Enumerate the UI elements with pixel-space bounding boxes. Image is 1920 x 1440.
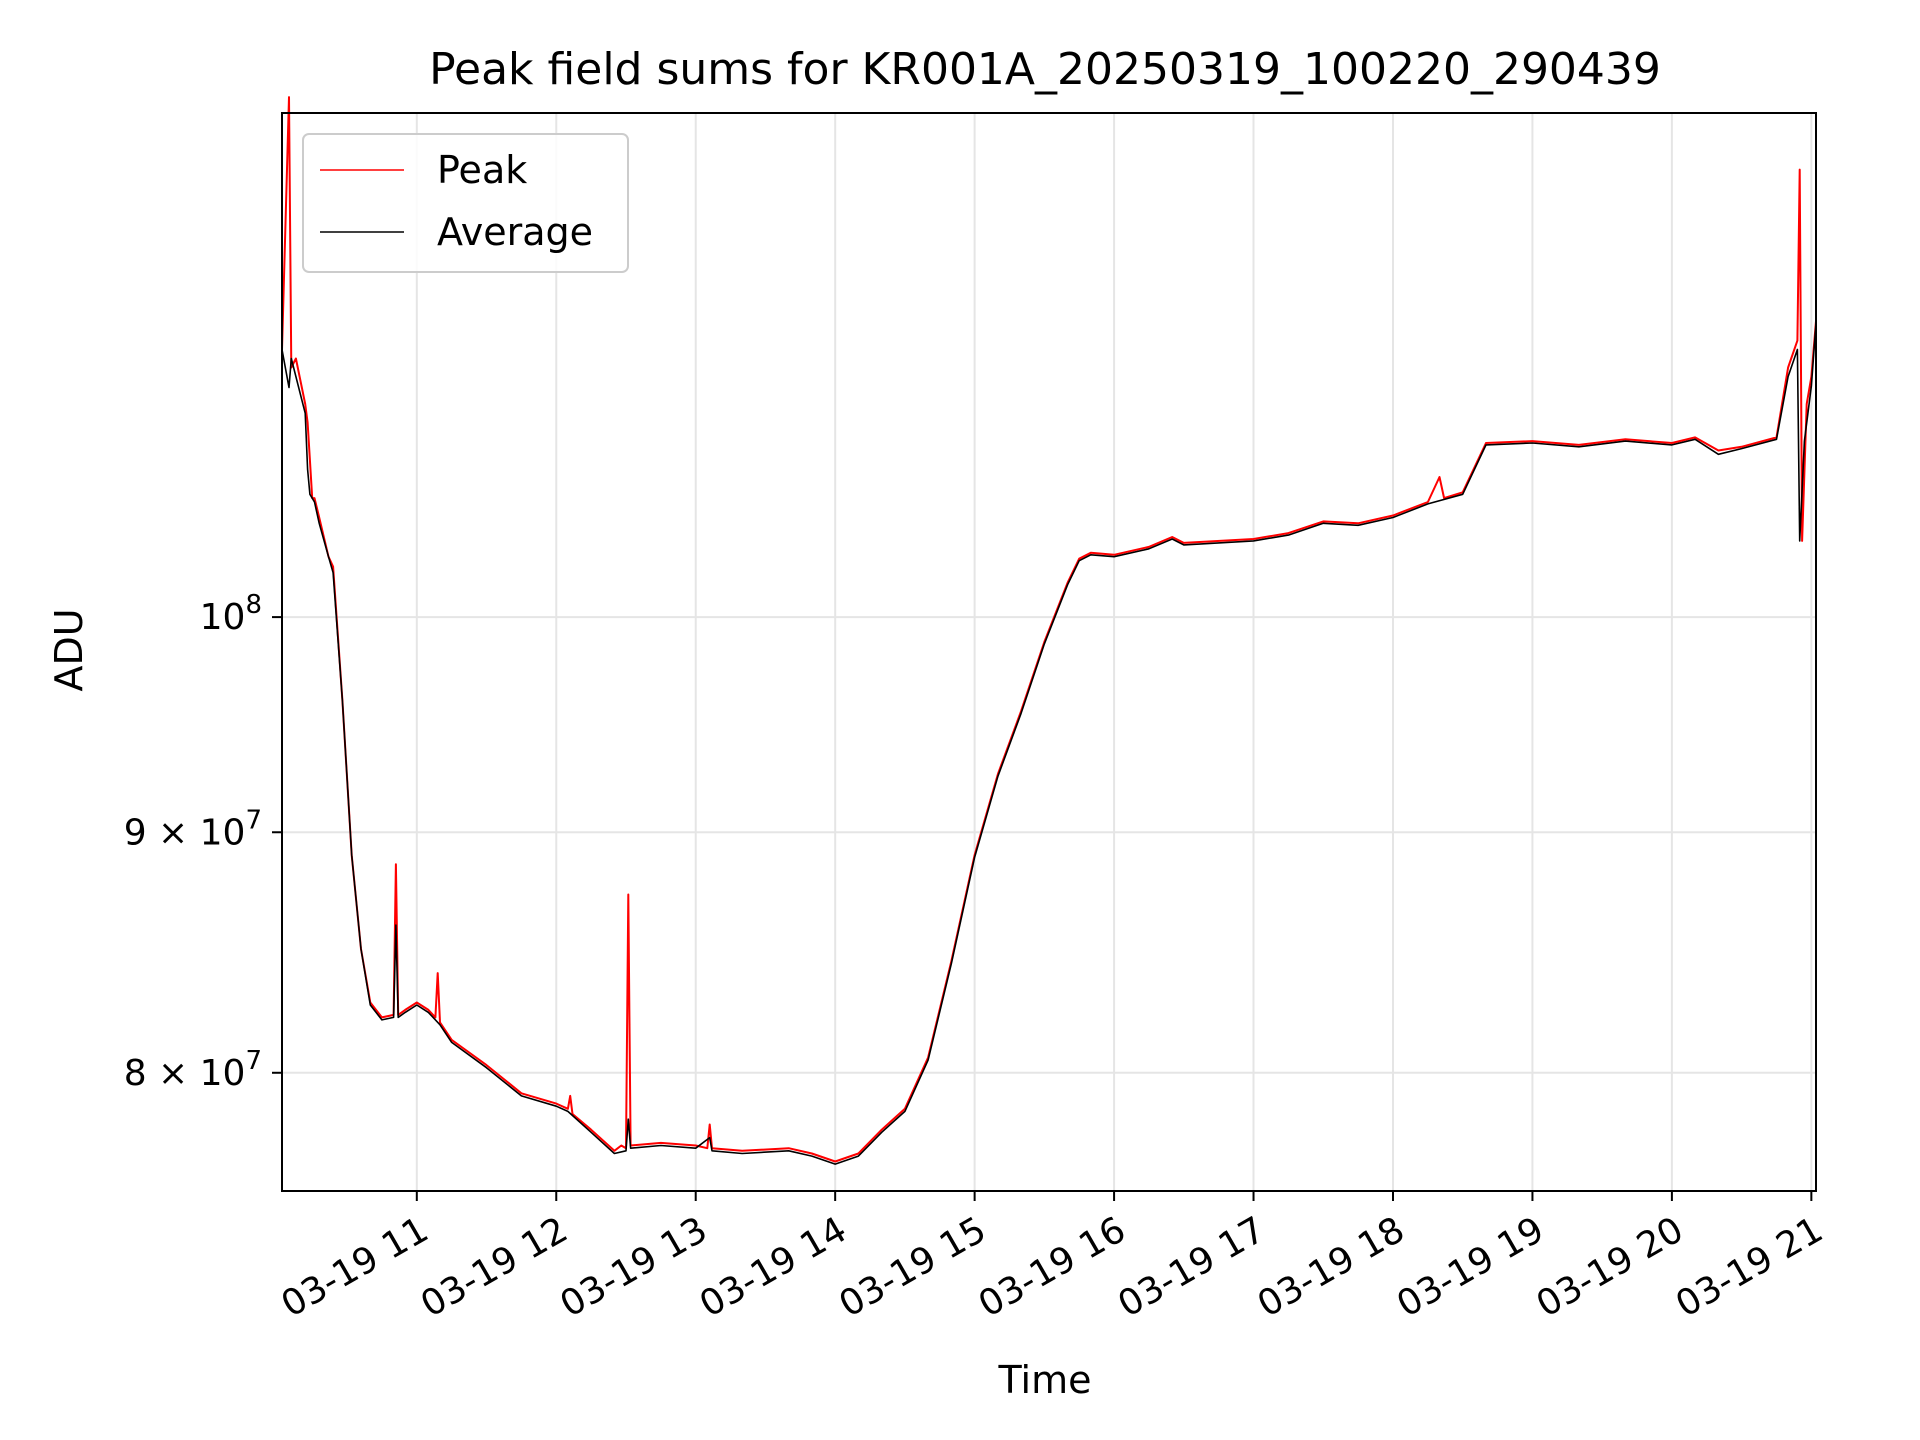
y-axis: 8 × 107 9 × 107 108 [124,590,282,1094]
y-axis-label: ADU [47,608,91,691]
legend-label-peak: Peak [437,148,527,192]
legend-label-average: Average [437,210,593,254]
plot-frame [281,112,1817,1192]
y-tick-label: 8 × 107 [124,1046,262,1094]
x-axis-label: Time [998,1358,1092,1402]
y-tick-label: 9 × 107 [124,805,262,853]
series-line-average [281,322,1817,1165]
legend: Peak Average [302,133,629,273]
grid [282,113,1816,1191]
y-tick-label: 108 [200,590,262,638]
plot-series [281,96,1817,1165]
legend-frame [302,133,629,273]
chart-title: Peak field sums for KR001A_20250319_1002… [429,44,1661,95]
